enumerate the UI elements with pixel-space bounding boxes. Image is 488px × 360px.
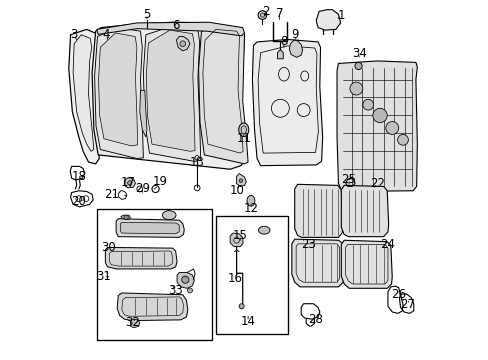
Text: 12: 12	[243, 202, 258, 215]
Text: 34: 34	[351, 47, 366, 60]
Polygon shape	[177, 273, 194, 288]
Polygon shape	[198, 25, 247, 164]
Polygon shape	[252, 40, 322, 166]
Text: 9: 9	[290, 28, 298, 41]
Text: 32: 32	[125, 316, 140, 329]
Text: 19: 19	[152, 175, 167, 188]
Polygon shape	[130, 319, 140, 328]
Text: 24: 24	[379, 238, 394, 251]
Text: 25: 25	[340, 173, 355, 186]
Ellipse shape	[246, 195, 254, 206]
Text: 29: 29	[135, 182, 149, 195]
Text: 11: 11	[236, 132, 251, 145]
Circle shape	[127, 181, 132, 185]
Polygon shape	[117, 293, 187, 320]
Text: 8: 8	[280, 35, 287, 49]
Polygon shape	[336, 61, 416, 192]
Ellipse shape	[238, 123, 248, 136]
Circle shape	[124, 215, 128, 220]
Text: 21: 21	[104, 188, 119, 201]
Bar	[97, 209, 211, 339]
Circle shape	[385, 122, 398, 134]
Polygon shape	[236, 174, 246, 186]
Circle shape	[354, 62, 362, 69]
Polygon shape	[341, 185, 388, 237]
Text: 17: 17	[121, 176, 136, 189]
Polygon shape	[291, 239, 344, 287]
Circle shape	[349, 82, 362, 95]
Polygon shape	[121, 215, 130, 220]
Text: 16: 16	[227, 272, 243, 285]
Circle shape	[187, 288, 192, 293]
Text: 30: 30	[101, 241, 115, 254]
Text: 1: 1	[337, 9, 345, 22]
Circle shape	[239, 304, 244, 309]
Circle shape	[260, 13, 264, 17]
Text: 3: 3	[70, 28, 78, 41]
Polygon shape	[316, 10, 340, 30]
Text: 31: 31	[96, 270, 111, 283]
Text: 22: 22	[369, 177, 384, 190]
Ellipse shape	[258, 226, 269, 234]
Text: 10: 10	[229, 184, 244, 197]
Text: 14: 14	[240, 315, 255, 328]
Text: 18: 18	[71, 170, 86, 183]
Polygon shape	[120, 222, 179, 234]
Polygon shape	[97, 22, 244, 36]
Circle shape	[258, 11, 266, 19]
Polygon shape	[92, 22, 246, 169]
Text: 15: 15	[232, 229, 247, 242]
Text: 28: 28	[307, 313, 322, 327]
Text: 6: 6	[172, 19, 180, 32]
Bar	[215, 216, 287, 334]
Polygon shape	[289, 40, 302, 57]
Polygon shape	[99, 33, 137, 146]
Text: 2: 2	[262, 5, 269, 18]
Polygon shape	[341, 240, 391, 288]
Text: 20: 20	[71, 195, 86, 208]
Circle shape	[362, 99, 373, 110]
Text: 23: 23	[301, 238, 316, 251]
Polygon shape	[105, 247, 177, 269]
Text: 13: 13	[189, 156, 204, 168]
Text: 33: 33	[168, 284, 183, 297]
Polygon shape	[176, 37, 190, 51]
Polygon shape	[73, 35, 94, 151]
Circle shape	[397, 134, 407, 145]
Circle shape	[239, 179, 242, 183]
Polygon shape	[140, 90, 147, 137]
Text: 26: 26	[390, 288, 406, 301]
Text: 27: 27	[399, 298, 414, 311]
Circle shape	[182, 276, 188, 283]
Polygon shape	[116, 219, 184, 237]
Polygon shape	[69, 30, 101, 164]
Polygon shape	[146, 30, 195, 151]
Polygon shape	[294, 184, 343, 237]
Polygon shape	[277, 50, 283, 59]
Polygon shape	[230, 233, 243, 247]
Text: 4: 4	[102, 28, 110, 41]
Polygon shape	[143, 27, 201, 161]
Ellipse shape	[162, 211, 176, 220]
Circle shape	[180, 41, 185, 46]
Text: 5: 5	[143, 8, 150, 21]
Text: 7: 7	[275, 7, 283, 20]
Polygon shape	[94, 28, 143, 158]
Polygon shape	[124, 178, 135, 188]
Circle shape	[372, 108, 386, 123]
